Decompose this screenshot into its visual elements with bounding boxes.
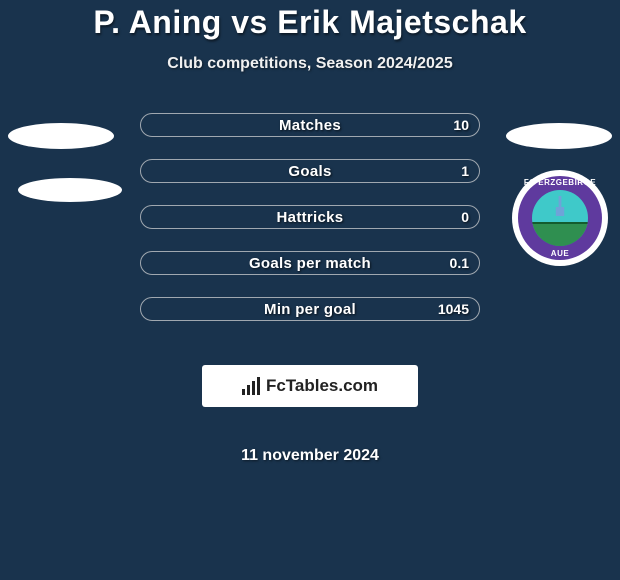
stat-value-right: 1045 xyxy=(438,301,469,317)
page-subtitle: Club competitions, Season 2024/2025 xyxy=(167,55,452,73)
stats-area: Matches 10 Goals 1 Hattricks 0 Goals per… xyxy=(0,113,620,465)
stat-bar-hattricks: Hattricks 0 xyxy=(140,205,480,229)
stat-label: Hattricks xyxy=(277,209,344,226)
main-container: P. Aning vs Erik Majetschak Club competi… xyxy=(0,0,620,465)
site-logo-plate: FcTables.com xyxy=(202,365,418,407)
date-label: 11 november 2024 xyxy=(241,447,379,465)
stat-value-right: 0 xyxy=(461,209,469,225)
site-logo-right: Tables.com xyxy=(286,376,378,395)
stat-bar-goals-per-match: Goals per match 0.1 xyxy=(140,251,480,275)
stat-label: Goals xyxy=(288,163,331,180)
stat-label: Matches xyxy=(279,117,341,134)
stat-value-right: 0.1 xyxy=(450,255,469,271)
page-title: P. Aning vs Erik Majetschak xyxy=(93,4,526,41)
stat-bar-matches: Matches 10 xyxy=(140,113,480,137)
stat-bar-min-per-goal: Min per goal 1045 xyxy=(140,297,480,321)
site-logo-text: FcTables.com xyxy=(266,376,378,396)
site-logo-left: Fc xyxy=(266,376,286,395)
stat-label: Min per goal xyxy=(264,301,356,318)
stat-bar-goals: Goals 1 xyxy=(140,159,480,183)
stat-label: Goals per match xyxy=(249,255,371,272)
stat-value-right: 10 xyxy=(453,117,469,133)
stat-value-right: 1 xyxy=(461,163,469,179)
bar-chart-icon xyxy=(242,377,260,395)
